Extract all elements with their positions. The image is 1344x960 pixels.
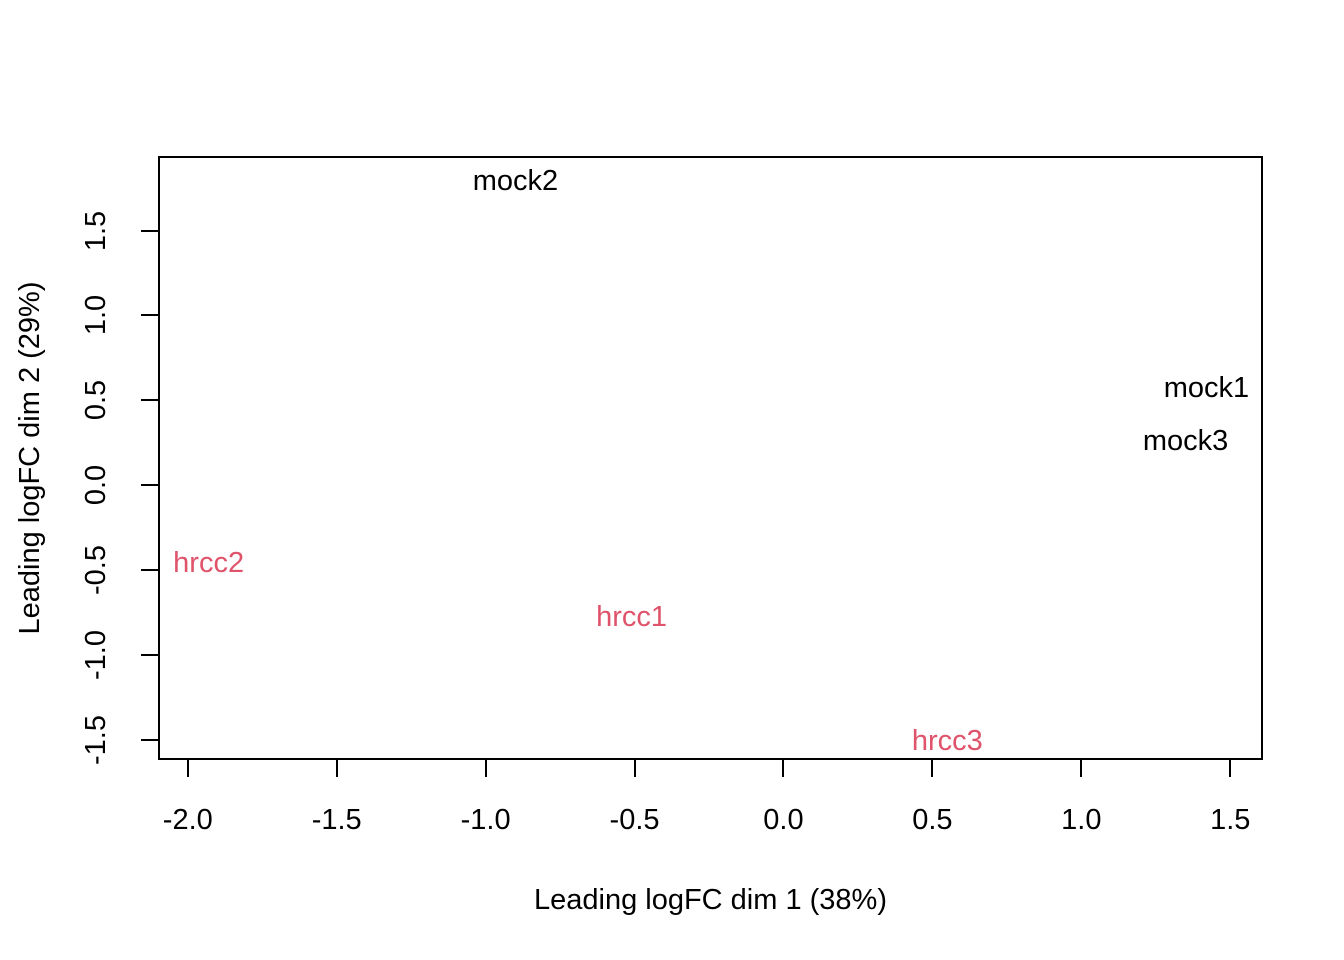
x-tick-label: 1.5 — [1210, 804, 1251, 836]
y-tick-label: -1.0 — [80, 629, 112, 680]
y-tick-mark — [141, 568, 158, 571]
y-tick-label: 0.5 — [80, 380, 112, 421]
point-label-hrcc3: hrcc3 — [911, 725, 983, 758]
x-tick-label: -1.5 — [311, 804, 362, 836]
x-tick-mark — [186, 760, 189, 777]
y-tick-label: -0.5 — [80, 544, 112, 595]
y-tick-mark — [141, 653, 158, 656]
y-axis-title: Leading logFC dim 2 (29%) — [14, 281, 46, 635]
y-tick-mark — [141, 314, 158, 317]
y-tick-mark — [141, 229, 158, 232]
point-label-mock2: mock2 — [472, 165, 559, 198]
x-tick-mark — [484, 760, 487, 777]
x-tick-label: 0.5 — [912, 804, 953, 836]
x-tick-mark — [1229, 760, 1232, 777]
y-tick-mark — [141, 738, 158, 741]
x-tick-mark — [335, 760, 338, 777]
x-tick-label: -2.0 — [162, 804, 213, 836]
y-tick-label: 1.0 — [80, 295, 112, 336]
x-tick-mark — [1080, 760, 1083, 777]
y-tick-label: 0.0 — [80, 464, 112, 506]
x-tick-mark — [931, 760, 934, 777]
point-label-hrcc2: hrcc2 — [173, 547, 245, 580]
x-tick-mark — [633, 760, 636, 777]
y-tick-mark — [141, 484, 158, 487]
x-tick-label: -1.0 — [460, 804, 511, 836]
y-tick-label: -1.5 — [80, 714, 112, 765]
y-tick-mark — [141, 399, 158, 402]
x-tick-mark — [782, 760, 785, 777]
x-tick-label: 1.0 — [1061, 804, 1102, 836]
x-axis-title: Leading logFC dim 1 (38%) — [533, 884, 888, 916]
point-label-mock1: mock1 — [1163, 372, 1250, 405]
plot-area-border — [158, 156, 1263, 760]
y-tick-label: 1.5 — [80, 210, 112, 251]
point-label-mock3: mock3 — [1142, 425, 1229, 458]
point-label-hrcc1: hrcc1 — [596, 601, 668, 634]
x-tick-label: -0.5 — [609, 804, 660, 836]
x-tick-label: 0.0 — [763, 804, 804, 836]
